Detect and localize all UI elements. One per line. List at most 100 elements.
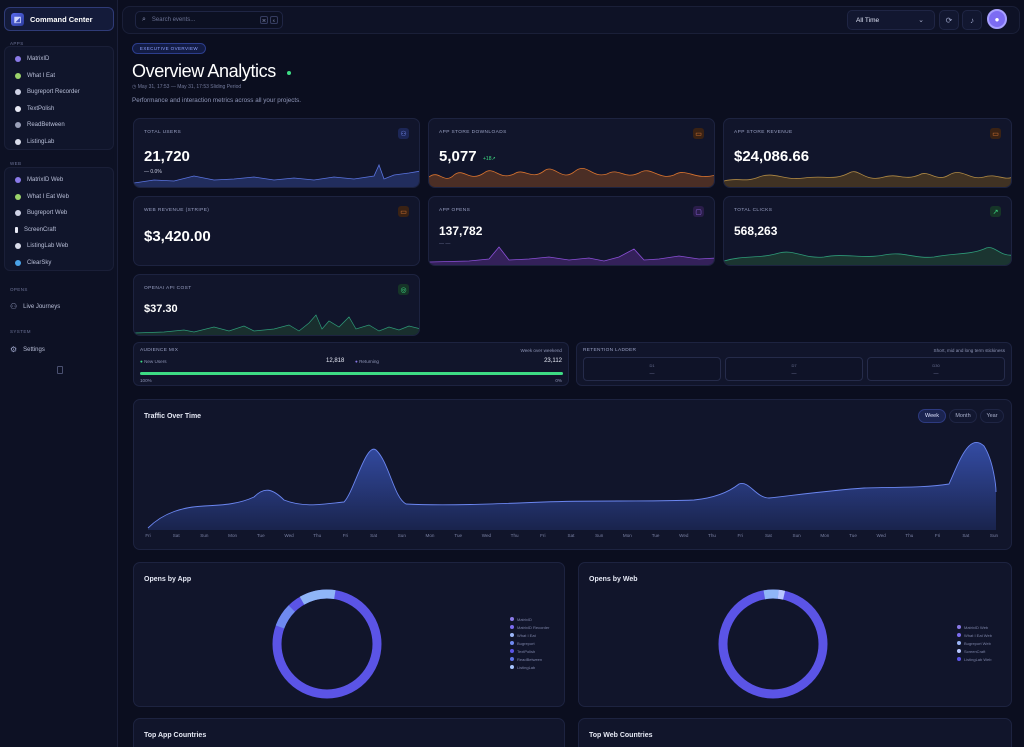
sidebar-item-matrixid[interactable]: MatrixID <box>5 51 113 68</box>
traffic-title: Traffic Over Time <box>144 413 202 420</box>
retention-cell-value: — <box>649 371 655 377</box>
opens-by-app-legend: MatrixID MatrixID Recorder What I Eat Bu… <box>510 615 549 671</box>
kpi-card-total-users[interactable]: TOTAL USERS ⚇ 21,720 — 0.0% <box>133 118 420 188</box>
brand-button[interactable]: ◩ Command Center <box>4 7 114 31</box>
x-tick-label: Sun <box>792 533 801 538</box>
legend-item: Bugreport Web <box>957 639 992 647</box>
collapse-sidebar-icon[interactable] <box>57 366 63 374</box>
legend-label: New Users <box>144 359 167 364</box>
sidebar-item-listinglab[interactable]: ListingLab <box>5 134 113 151</box>
app-icon <box>15 122 21 129</box>
web-group: MatrixID Web What I Eat Web Bugreport We… <box>4 167 114 271</box>
sidebar-item-what-i-eat[interactable]: What I Eat <box>5 68 113 85</box>
sidebar-item-label: What I Eat Web <box>27 193 69 200</box>
sidebar-item-label: ReadBetween <box>27 122 65 129</box>
sidebar-item-label: ListingLab <box>27 138 55 145</box>
page-subtitle: Performance and interaction metrics acro… <box>132 97 302 104</box>
sidebar-item-listinglab-web[interactable]: ListingLab Web <box>5 238 113 255</box>
card-icon: ▭ <box>398 206 409 217</box>
kpi-card-total-clicks[interactable]: TOTAL CLICKS ↗ 568,263 <box>723 196 1012 266</box>
x-tick-label: Thu <box>708 533 716 538</box>
x-tick-label: Sat <box>764 533 772 538</box>
sidebar-item-live-journeys[interactable]: ⚇ Live Journeys <box>10 302 60 311</box>
x-tick-label: Wed <box>284 533 294 538</box>
sidebar-item-what-i-eat-web[interactable]: What I Eat Web <box>5 189 113 206</box>
returning-value: 23,112 <box>544 358 562 364</box>
legend-label: Returning <box>359 359 379 364</box>
app-icon <box>15 226 18 233</box>
retention-ladder-card: RETENTION LADDER Short, mid and long ter… <box>576 342 1012 386</box>
section-badge: EXECUTIVE OVERVIEW <box>132 43 206 54</box>
kpi-card-web-revenue[interactable]: WEB REVENUE (STRIPE) ▭ $3,420.00 <box>133 196 420 266</box>
tab-year[interactable]: Year <box>980 409 1004 423</box>
kpi-card-app-store-revenue[interactable]: APP STORE REVENUE ▭ $24,086.66 <box>723 118 1012 188</box>
opens-by-app-donut <box>272 589 382 699</box>
legend-item: Bugreport <box>510 639 549 647</box>
sidebar-item-settings[interactable]: ⚙ Settings <box>10 345 45 354</box>
kpi-value: $37.30 <box>144 303 178 315</box>
kpi-value: 137,782 <box>439 224 483 238</box>
sidebar-item-matrixid-web[interactable]: MatrixID Web <box>5 172 113 189</box>
kpi-card-app-opens[interactable]: APP OPENS ▢ 137,782 — — <box>428 196 715 266</box>
kpi-sub: — 0.0% <box>144 169 162 175</box>
x-tick-label: Wed <box>679 533 689 538</box>
kbd-key: K <box>270 16 278 24</box>
sidebar-item-label: MatrixID <box>27 56 50 63</box>
kpi-label: TOTAL USERS <box>144 130 182 135</box>
app-icon <box>15 177 21 184</box>
x-tick-label: Wed <box>876 533 886 538</box>
kpi-label: APP STORE REVENUE <box>734 130 793 135</box>
open-icon: ▢ <box>693 206 704 217</box>
sidebar-item-clearsky[interactable]: ClearSky <box>5 255 113 272</box>
sidebar-item-label: ScreenCraft <box>24 226 57 233</box>
sparkline-app-store-revenue <box>724 171 1011 187</box>
sidebar-item-textpolish[interactable]: TextPolish <box>5 101 113 118</box>
kpi-card-app-store-downloads[interactable]: APP STORE DOWNLOADS ▭ 5,077 +18↗ <box>428 118 715 188</box>
kpi-card-openai-cost[interactable]: OPENAI API COST ◎ $37.30 <box>133 274 420 336</box>
x-tick-label: Thu <box>905 533 914 538</box>
retention-cell-label: D1 <box>649 363 655 368</box>
app-icon <box>15 193 21 200</box>
sidebar-item-screencraft[interactable]: ScreenCraft <box>5 222 113 239</box>
sparkline-app-opens <box>429 246 714 265</box>
legend-item: ListingLab Web <box>957 655 992 663</box>
refresh-button[interactable]: ⟳ <box>939 10 959 30</box>
users-icon: ⚇ <box>398 128 409 139</box>
retention-note: Short, mid and long term stickiness <box>933 348 1006 353</box>
notifications-button[interactable]: ♪ <box>962 10 982 30</box>
sidebar-item-bugreport-recorder[interactable]: Bugreport Recorder <box>5 84 113 101</box>
avatar[interactable]: ● <box>987 9 1007 29</box>
sidebar-item-label: Bugreport Recorder <box>27 89 80 96</box>
app-icon <box>15 259 21 266</box>
audience-mix-label: AUDIENCE MIX <box>140 348 179 353</box>
sidebar-item-label: TextPolish <box>27 105 55 112</box>
retention-cell-label: D30 <box>932 363 940 368</box>
bell-icon: ♪ <box>970 15 974 25</box>
x-tick-label: Fri <box>145 533 151 538</box>
x-tick-label: Fri <box>540 533 546 538</box>
x-tick-label: Sat <box>962 533 970 538</box>
x-tick-label: Sat <box>370 533 378 538</box>
search-input[interactable]: ⌕ Search events... ⌘ K <box>135 11 283 29</box>
time-range-select[interactable]: All Time ⌄ <box>847 10 935 30</box>
legend-item: ListingLab <box>510 663 549 671</box>
tab-week[interactable]: Week <box>918 409 946 423</box>
sidebar-item-bugreport-web[interactable]: Bugreport Web <box>5 205 113 222</box>
legend-item: What I Eat <box>510 631 549 639</box>
sparkline-openai-cost <box>134 314 419 335</box>
opens-by-web-title: Opens by Web <box>589 576 638 583</box>
kpi-label: TOTAL CLICKS <box>734 208 773 213</box>
topbar: ⌕ Search events... ⌘ K All Time ⌄ ⟳ ♪ ● <box>122 6 1020 34</box>
sidebar-item-readbetween[interactable]: ReadBetween <box>5 117 113 134</box>
legend-label: MatrixID <box>517 616 532 622</box>
users-icon: ⚇ <box>10 302 18 311</box>
kpi-value: 21,720 <box>144 148 190 165</box>
kpi-value: 568,263 <box>734 224 778 238</box>
x-tick-label: Tue <box>651 533 660 538</box>
kpi-sub-value: 0.0% <box>150 169 162 175</box>
tab-month[interactable]: Month <box>949 409 977 423</box>
opens-by-web-legend: MatrixID Web What I Eat Web Bugreport We… <box>957 623 992 663</box>
legend-new-users: ● New Users <box>140 359 167 364</box>
legend-label: Bugreport <box>517 640 535 646</box>
cpu-icon: ◎ <box>398 284 409 295</box>
